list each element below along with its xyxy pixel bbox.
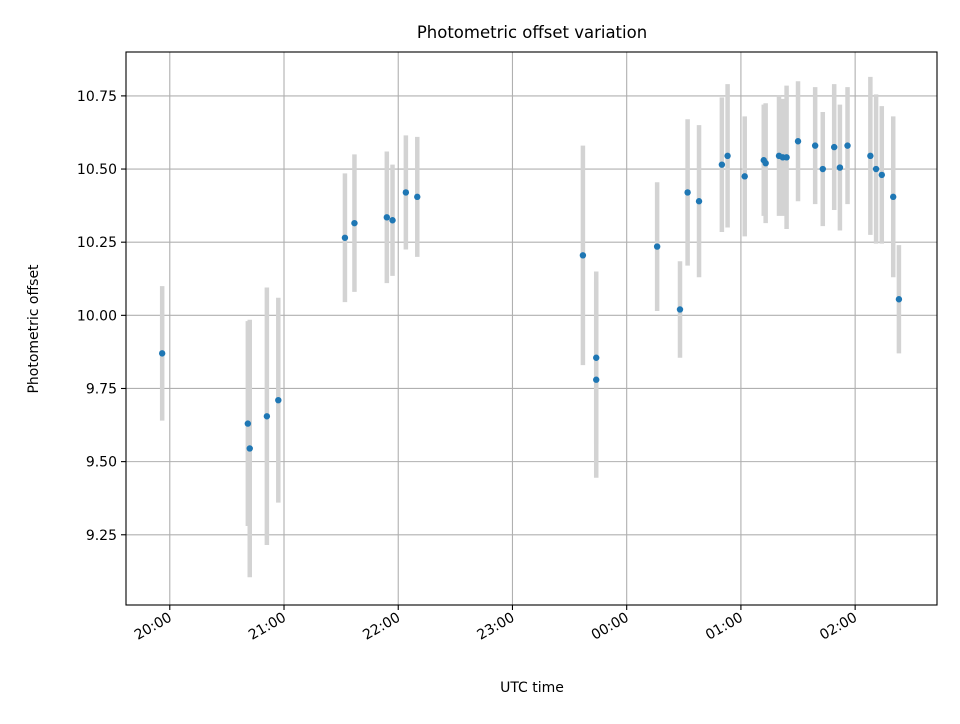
data-point — [811, 142, 819, 149]
data-point — [653, 243, 661, 250]
data-point — [819, 165, 826, 173]
data-point — [872, 165, 880, 173]
plot-frame — [125, 51, 938, 606]
y-tick-label: 10.75 — [77, 89, 117, 105]
y-tick-label: 9.75 — [86, 381, 117, 397]
data-point — [890, 193, 897, 201]
data-point — [762, 159, 769, 167]
data-point — [414, 193, 421, 201]
y-tick-label: 10.00 — [77, 308, 117, 324]
data-points — [158, 138, 903, 452]
data-point — [579, 252, 587, 259]
data-point — [246, 445, 253, 452]
data-point — [844, 142, 851, 149]
data-point — [724, 152, 731, 160]
data-point — [158, 350, 166, 357]
data-point — [389, 217, 396, 224]
y-tick-label: 9.25 — [86, 528, 117, 544]
data-point — [593, 354, 600, 361]
data-point — [676, 306, 684, 313]
data-point — [878, 171, 885, 179]
data-point — [684, 189, 691, 196]
data-point — [794, 138, 802, 145]
chart-title: Photometric offset variation — [417, 23, 647, 42]
data-point — [341, 234, 349, 241]
data-point — [718, 161, 726, 168]
data-point — [867, 152, 874, 160]
data-point — [593, 376, 600, 383]
grid-lines — [126, 52, 937, 605]
data-point — [783, 154, 790, 161]
data-point — [402, 189, 410, 196]
y-tick-label: 10.50 — [77, 162, 117, 178]
data-point — [895, 296, 903, 303]
data-point — [263, 413, 271, 420]
y-tick-label: 10.25 — [77, 235, 117, 251]
y-axis-label: Photometric offset — [26, 264, 42, 394]
data-point — [351, 219, 358, 227]
y-tick-label: 9.50 — [86, 455, 117, 471]
x-axis-label: UTC time — [500, 680, 564, 696]
data-point — [695, 198, 703, 205]
data-point — [244, 420, 252, 427]
data-point — [741, 173, 748, 180]
data-point — [383, 214, 391, 221]
data-point — [275, 396, 282, 404]
data-point — [836, 164, 844, 171]
y-axis-ticks: 9.25 9.50 9.75 10.00 10.25 10.50 10.75 — [77, 89, 126, 544]
data-point — [830, 143, 838, 151]
